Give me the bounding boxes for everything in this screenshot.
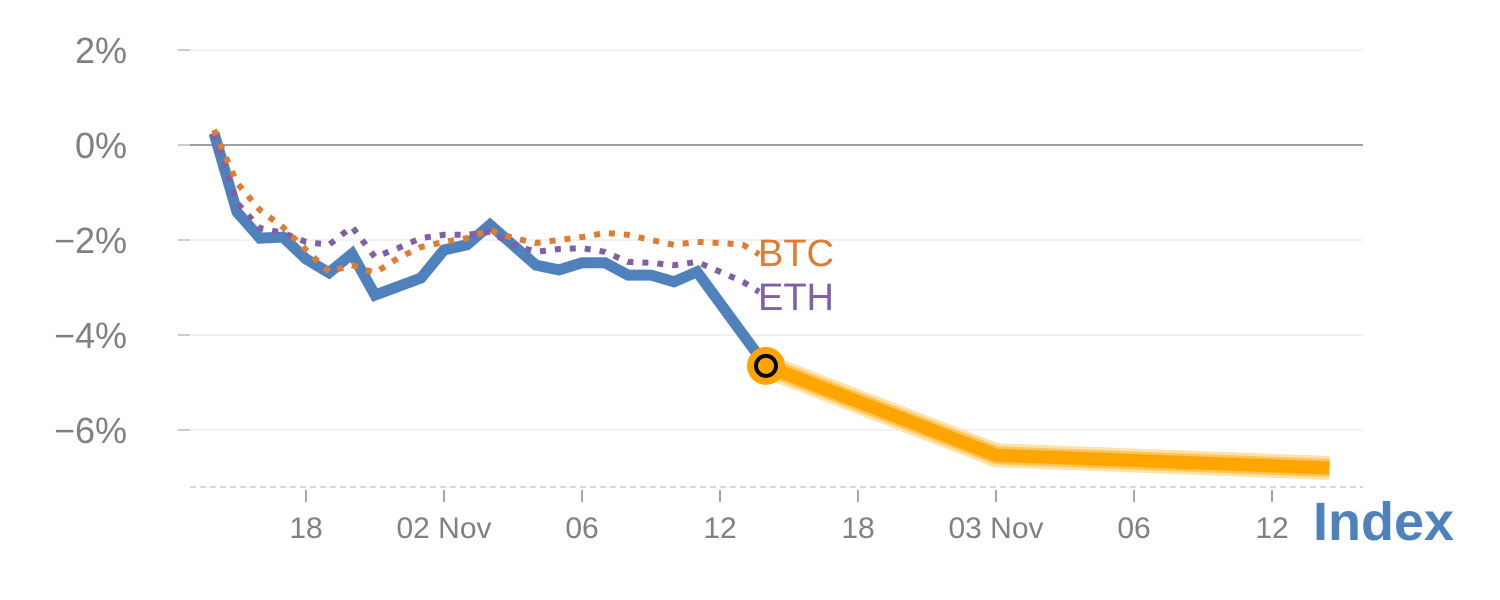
series-label-btc: BTC (758, 233, 834, 275)
y-tick-label: −6% (54, 410, 127, 451)
x-tick-label: 18 (289, 512, 322, 545)
x-tick-label: 06 (565, 512, 598, 545)
y-tick-label: −2% (54, 220, 127, 261)
x-axis: 18 02 Nov 06 12 18 03 Nov 06 12 (289, 490, 1289, 545)
y-tick-label: 0% (75, 125, 127, 166)
x-tick-label: 06 (1117, 512, 1150, 545)
series-label-eth: ETH (758, 277, 834, 319)
eth-line (211, 132, 761, 295)
y-tick-label: 2% (75, 30, 127, 71)
y-axis: 2% 0% −2% −4% −6% (54, 30, 190, 451)
series-lines (208, 128, 1330, 480)
series-label-index: Index (1313, 492, 1454, 552)
x-tick-label: 12 (703, 512, 736, 545)
x-tick-label: 03 Nov (948, 512, 1043, 545)
btc-line (211, 128, 761, 277)
x-tick-label: 12 (1255, 512, 1288, 545)
current-point-marker (754, 353, 778, 378)
index-line (208, 131, 771, 370)
x-tick-label: 02 Nov (396, 512, 491, 545)
index-forecast-line (763, 359, 1330, 475)
grid (190, 49, 1363, 488)
x-tick-label: 18 (841, 512, 874, 545)
y-tick-label: −4% (54, 315, 127, 356)
